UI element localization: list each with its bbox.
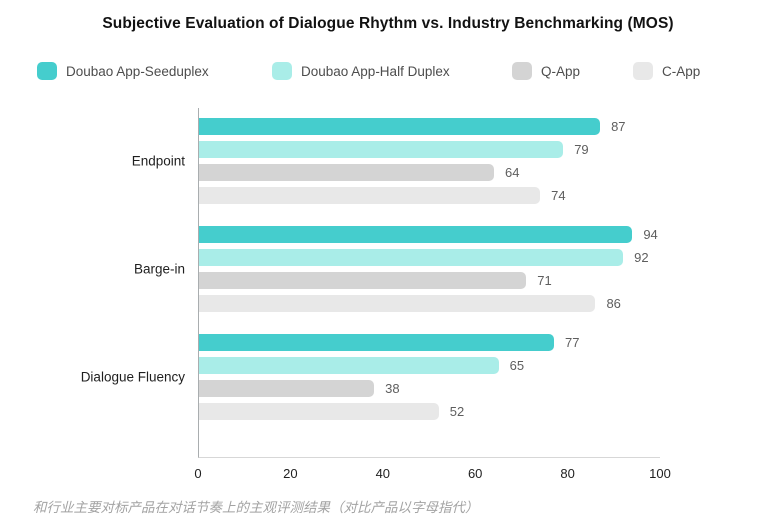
bar-group: Endpoint 87 79 64 74 xyxy=(132,118,660,204)
bar-row: 71 xyxy=(199,272,660,289)
chart-title: Subjective Evaluation of Dialogue Rhythm… xyxy=(102,15,674,32)
bar-row: 87 xyxy=(199,118,660,135)
bar xyxy=(199,295,596,312)
bar-group: Barge-in 94 92 71 86 xyxy=(134,226,660,312)
x-tick-label: 0 xyxy=(194,466,202,481)
bar-row: 64 xyxy=(199,164,660,181)
value-label: 71 xyxy=(537,273,552,288)
x-tick-label: 20 xyxy=(283,466,298,481)
bar-row: 92 xyxy=(199,249,660,266)
category-label: Endpoint xyxy=(131,153,185,169)
legend-item: C-App xyxy=(633,62,700,80)
bar xyxy=(199,141,564,158)
value-label: 79 xyxy=(574,142,589,157)
bar xyxy=(199,226,633,243)
legend-swatch-icon xyxy=(512,62,532,80)
legend-item: Q-App xyxy=(512,62,580,80)
bar xyxy=(199,403,439,420)
legend-label: Doubao App-Half Duplex xyxy=(301,63,450,79)
legend-label: Doubao App-Seeduplex xyxy=(66,63,209,79)
bar-row: 86 xyxy=(199,295,660,312)
bar-row: 38 xyxy=(199,380,660,397)
value-label: 92 xyxy=(634,250,649,265)
bar-row: 65 xyxy=(199,357,660,374)
legend: Doubao App-Seeduplex Doubao App-Half Dupl… xyxy=(0,62,776,84)
bar-row: 94 xyxy=(199,226,660,243)
category-label: Dialogue Fluency xyxy=(80,369,185,385)
bar xyxy=(199,118,601,135)
footer-caption: 和行业主要对标产品在对话节奏上的主观评测结果（对比产品以字母指代） xyxy=(33,500,479,515)
category-label: Barge-in xyxy=(133,261,185,277)
bar xyxy=(199,164,495,181)
x-tick-label: 80 xyxy=(560,466,575,481)
value-label: 87 xyxy=(611,119,626,134)
value-label: 64 xyxy=(505,165,520,180)
bar xyxy=(199,357,499,374)
x-axis: 0 20 40 60 80 100 xyxy=(194,466,670,486)
value-label: 94 xyxy=(643,227,658,242)
bar xyxy=(199,187,541,204)
value-label: 52 xyxy=(449,404,465,419)
legend-label: Q-App xyxy=(541,63,581,79)
legend-item: Doubao App-Half Duplex xyxy=(272,62,450,80)
legend-label: C-App xyxy=(662,63,701,79)
bar xyxy=(199,334,554,351)
bar-row: 74 xyxy=(199,187,660,204)
x-tick-label: 100 xyxy=(649,466,671,481)
value-label: 65 xyxy=(509,358,525,373)
bar-row: 52 xyxy=(199,403,660,420)
bar-group: Dialogue Fluency 77 65 38 52 xyxy=(81,334,660,420)
legend-swatch-icon xyxy=(37,62,57,80)
x-tick-label: 40 xyxy=(375,466,391,481)
value-label: 86 xyxy=(606,296,621,311)
value-label: 74 xyxy=(551,188,566,203)
bar xyxy=(199,380,375,397)
bar xyxy=(199,272,527,289)
bar-row: 79 xyxy=(199,141,660,158)
x-tick-label: 60 xyxy=(467,466,483,481)
bar xyxy=(199,249,624,266)
value-label: 77 xyxy=(564,335,580,350)
legend-item: Doubao App-Seeduplex xyxy=(37,62,209,80)
plot-area: Endpoint 87 79 64 74 Barge-in 94 92 71 86 Dialogue… xyxy=(81,108,660,458)
bar-row: 77 xyxy=(199,334,660,351)
value-label: 38 xyxy=(385,381,400,396)
legend-swatch-icon xyxy=(633,62,653,80)
legend-swatch-icon xyxy=(272,62,292,80)
